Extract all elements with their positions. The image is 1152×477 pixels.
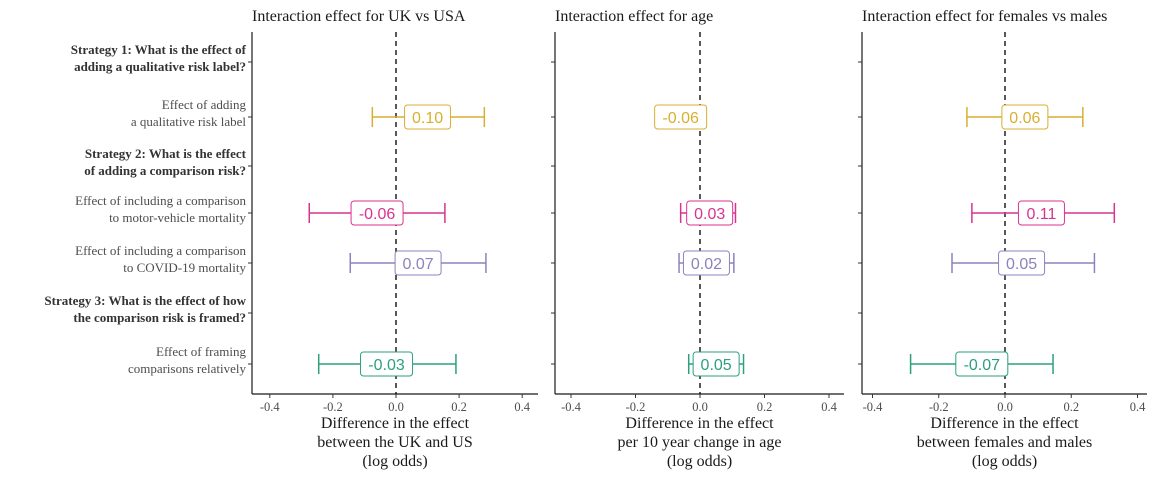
x-tick-label: -0.4 — [561, 400, 582, 414]
panel-2: Interaction effect for age -0.4 -0.2 0.0 0.2… — [551, 8, 844, 470]
row-label-line: Effect of adding — [162, 97, 247, 112]
x-axis-label: Difference in the effect between females … — [917, 415, 1092, 470]
estimate-value-label: -0.07 — [964, 357, 1001, 374]
effect-row-label: Effect of framing comparisons relatively — [128, 344, 247, 376]
x-tick-label: -0.2 — [626, 400, 646, 414]
row-labels: Strategy 1: What is the effect of adding … — [44, 42, 246, 376]
row-label-line: adding a qualitative risk label? — [74, 59, 246, 74]
estimate-label-box — [1001, 104, 1049, 130]
effect-row-label: Effect of including a comparison to COVID… — [75, 243, 246, 275]
estimate-value-label: 0.05 — [701, 357, 732, 374]
estimate-label-box — [692, 351, 740, 377]
estimate-label-box — [955, 351, 1009, 377]
row-label-line: a qualitative risk label — [131, 114, 247, 129]
estimate-label-box — [654, 104, 708, 130]
estimate-label-box — [350, 200, 404, 226]
estimate-label-box — [394, 250, 442, 276]
estimate-label-box — [1017, 200, 1065, 226]
estimate-label-box — [998, 250, 1046, 276]
panel-title: Interaction effect for UK vs USA — [252, 8, 466, 25]
estimate-label-box — [682, 250, 730, 276]
panels: Interaction effect for UK vs USA -0.4 -0.2… — [248, 8, 1147, 470]
effect-row-label: Effect of adding a qualitative risk label — [131, 97, 247, 129]
row-label-line: the comparison risk is framed? — [73, 310, 246, 325]
row-label-line: Strategy 1: What is the effect of — [71, 42, 247, 57]
x-tick-label: 0.0 — [997, 400, 1013, 414]
x-tick-label: 0.4 — [1130, 400, 1146, 414]
x-tick-label: 0.4 — [821, 400, 837, 414]
x-tick-label: -0.2 — [323, 400, 343, 414]
x-tick-label: -0.4 — [863, 400, 884, 414]
row-label-line: to motor-vehicle mortality — [109, 210, 246, 225]
row-label-line: Effect of including a comparison — [75, 243, 246, 258]
estimate-value-label: 0.10 — [412, 110, 443, 127]
x-axis-label-line: Difference in the effect — [625, 415, 774, 432]
estimate-value-label: -0.03 — [368, 357, 405, 374]
x-axis-label-line: between the UK and US — [317, 434, 473, 451]
x-axis-label: Difference in the effect per 10 year chan… — [618, 415, 782, 470]
x-tick-label: 0.4 — [514, 400, 530, 414]
x-tick-label: -0.4 — [260, 400, 281, 414]
estimate-value-label: -0.06 — [662, 110, 699, 127]
x-tick-label: 0.0 — [388, 400, 404, 414]
x-tick-label: 0.2 — [451, 400, 467, 414]
panel-1: Interaction effect for UK vs USA -0.4 -0.2… — [248, 8, 538, 470]
estimate-label-box — [360, 351, 414, 377]
estimate-value-label: 0.07 — [403, 256, 434, 273]
x-axis-label-line: (log odds) — [972, 453, 1037, 470]
estimate-value-label: 0.05 — [1006, 256, 1037, 273]
panel-title: Interaction effect for age — [555, 8, 713, 25]
effect-row-label: Effect of including a comparison to motor… — [75, 193, 246, 225]
panel-3: Interaction effect for females vs males -… — [858, 8, 1147, 470]
row-label-line: Strategy 3: What is the effect of how — [44, 293, 246, 308]
strategy-heading: Strategy 3: What is the effect of how the… — [44, 293, 246, 325]
estimate-value-label: -0.06 — [359, 206, 396, 223]
x-tick-label: -0.2 — [929, 400, 949, 414]
row-label-line: Effect of including a comparison — [75, 193, 246, 208]
row-label-line: Effect of framing — [156, 344, 246, 359]
x-axis-label-line: Difference in the effect — [930, 415, 1079, 432]
x-axis-label-line: Difference in the effect — [321, 415, 470, 432]
panel-title: Interaction effect for females vs males — [862, 8, 1107, 25]
x-tick-label: 0.2 — [757, 400, 773, 414]
x-tick-label: 0.2 — [1063, 400, 1079, 414]
row-label-line: to COVID-19 mortality — [123, 260, 246, 275]
estimate-value-label: 0.02 — [691, 256, 722, 273]
estimate-value-label: 0.03 — [694, 206, 725, 223]
estimate-label-box — [404, 104, 452, 130]
estimate-label-box — [686, 200, 734, 226]
strategy-heading: Strategy 1: What is the effect of adding … — [71, 42, 247, 74]
estimate-value-label: 0.11 — [1026, 206, 1056, 223]
x-axis-label-line: (log odds) — [362, 453, 427, 470]
row-label-line: comparisons relatively — [128, 361, 247, 376]
row-label-line: Strategy 2: What is the effect — [85, 146, 247, 161]
estimate-value-label: 0.06 — [1009, 110, 1040, 127]
x-axis-label-line: between females and males — [917, 434, 1092, 451]
x-tick-label: 0.0 — [692, 400, 708, 414]
x-axis-label: Difference in the effect between the UK a… — [317, 415, 473, 470]
strategy-heading: Strategy 2: What is the effect of adding … — [84, 146, 246, 178]
x-axis-label-line: (log odds) — [667, 453, 732, 470]
x-axis-label-line: per 10 year change in age — [618, 434, 782, 451]
row-label-line: of adding a comparison risk? — [84, 163, 246, 178]
